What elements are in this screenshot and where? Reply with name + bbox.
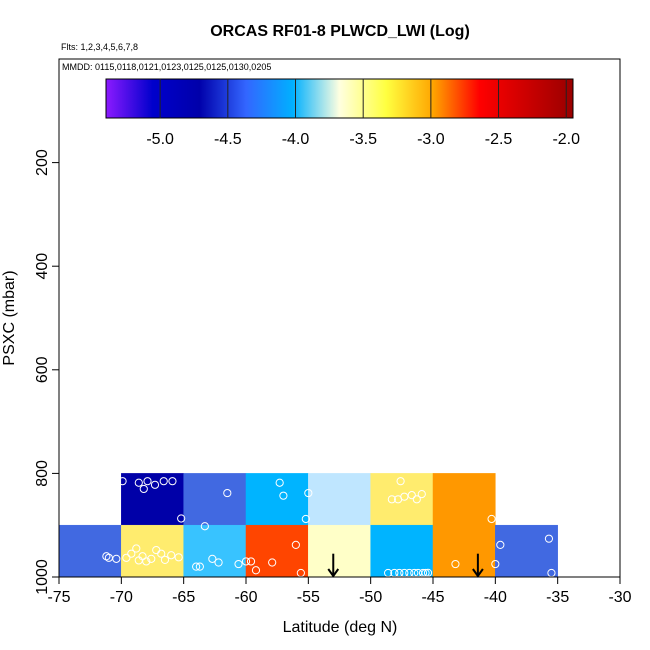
observation-point bbox=[544, 534, 554, 543]
observation-point bbox=[195, 562, 204, 571]
x-tick-label: -40 bbox=[484, 589, 507, 606]
observation-point bbox=[134, 478, 143, 487]
dates-label: MMDD: 0115,0118,0121,0123,0125,0125,0130… bbox=[62, 62, 271, 72]
heatmap-cell bbox=[183, 473, 247, 526]
observation-point bbox=[251, 566, 261, 575]
observation-point bbox=[241, 557, 251, 566]
observation-point bbox=[291, 540, 300, 549]
observation-point bbox=[304, 488, 313, 498]
chart-title: ORCAS RF01-8 PLWCD_LWI (Log) bbox=[210, 23, 470, 40]
heatmap-cell bbox=[308, 473, 371, 526]
observation-point bbox=[143, 477, 152, 486]
observation-point bbox=[387, 495, 396, 504]
observation-point bbox=[268, 558, 277, 567]
x-tick-label: -75 bbox=[47, 589, 70, 606]
observation-point bbox=[487, 514, 496, 524]
arrow-head bbox=[472, 568, 484, 578]
arrow-markers bbox=[327, 553, 484, 578]
observation-point bbox=[279, 491, 288, 500]
heatmap-cell bbox=[370, 524, 434, 578]
x-axis: -75 -70 -65 -60 -55 -50 -45 -40 -35 -30 bbox=[47, 577, 632, 606]
observation-point bbox=[223, 488, 232, 498]
colorbar-tick-label: -2.5 bbox=[485, 131, 513, 148]
observation-point bbox=[200, 522, 209, 531]
y-tick-label: 400 bbox=[34, 253, 51, 280]
observation-point bbox=[496, 540, 505, 549]
x-axis-label: Latitude (deg N) bbox=[283, 619, 398, 636]
observation-point bbox=[142, 557, 151, 566]
observation-point bbox=[177, 514, 186, 523]
heatmap-cell bbox=[495, 524, 558, 578]
observation-point bbox=[167, 551, 176, 560]
colorbar-tick-label: -2.0 bbox=[552, 131, 580, 148]
observation-point bbox=[301, 514, 310, 524]
y-tick-label: 1000 bbox=[34, 559, 51, 595]
x-tick-label: -65 bbox=[172, 589, 195, 606]
colorbar-bar bbox=[105, 78, 574, 119]
flights-label: Flts: 1,2,3,4,5,6,7,8 bbox=[61, 42, 138, 52]
observation-point bbox=[174, 553, 183, 562]
observation-point bbox=[168, 477, 177, 486]
observation-point bbox=[412, 495, 421, 504]
heatmap-cell bbox=[432, 524, 496, 578]
observation-point bbox=[118, 477, 127, 486]
observation-point bbox=[127, 549, 136, 558]
down-arrow bbox=[472, 553, 484, 578]
x-tick-label: -70 bbox=[110, 589, 133, 606]
heatmap-cell bbox=[245, 473, 309, 526]
y-tick-label: 800 bbox=[34, 460, 51, 487]
x-tick-label: -50 bbox=[359, 589, 382, 606]
observation-point bbox=[150, 480, 160, 489]
colorbar-tick-label: -4.5 bbox=[214, 131, 242, 148]
heatmap-cells bbox=[58, 473, 558, 578]
observation-point bbox=[491, 559, 500, 569]
heatmap-cell bbox=[432, 473, 496, 526]
observation-point bbox=[102, 552, 111, 561]
x-tick-label: -45 bbox=[421, 589, 444, 606]
observation-point bbox=[451, 559, 460, 569]
down-arrow bbox=[327, 553, 340, 578]
observation-point bbox=[139, 484, 148, 494]
x-tick-label: -30 bbox=[608, 589, 631, 606]
x-tick-label: -60 bbox=[234, 589, 257, 606]
arrow-head bbox=[327, 568, 340, 578]
observation-point bbox=[112, 554, 121, 563]
observation-point bbox=[160, 555, 170, 565]
heatmap-cell bbox=[308, 524, 371, 578]
observation-point bbox=[147, 554, 156, 563]
plot-frame bbox=[58, 58, 621, 578]
observation-point bbox=[157, 549, 166, 558]
observation-point bbox=[275, 478, 284, 487]
y-axis: 200 400 600 800 1000 bbox=[34, 149, 59, 595]
observation-point bbox=[400, 492, 409, 501]
colorbar-tick-label: -4.0 bbox=[282, 131, 310, 148]
x-tick-label: -35 bbox=[546, 589, 569, 606]
x-tick-label: -55 bbox=[297, 589, 320, 606]
colorbar-tick-label: -3.0 bbox=[417, 131, 445, 148]
heatmap-cell bbox=[121, 473, 184, 526]
observation-point bbox=[417, 490, 426, 499]
y-tick-label: 600 bbox=[34, 356, 51, 383]
heatmap-cell bbox=[183, 524, 247, 578]
colorbar-tick-label: -5.0 bbox=[146, 131, 174, 148]
observation-point bbox=[192, 562, 201, 571]
observation-point bbox=[407, 491, 416, 500]
observation-point bbox=[159, 477, 168, 486]
observation-point bbox=[234, 559, 243, 569]
colorbar-tick-label: -3.5 bbox=[349, 131, 377, 148]
heatmap-cell bbox=[58, 524, 122, 578]
observation-point bbox=[132, 544, 141, 553]
y-axis-label: PSXC (mbar) bbox=[1, 270, 18, 365]
heatmap-cell bbox=[245, 524, 309, 578]
colorbar: -5.0 -4.5 -4.0 -3.5 -3.0 -2.5 -2.0 bbox=[105, 78, 580, 148]
observation-point bbox=[423, 568, 433, 577]
observation-point bbox=[214, 558, 223, 567]
observation-point bbox=[122, 553, 131, 562]
observation-point bbox=[246, 557, 256, 566]
observation-point bbox=[396, 477, 405, 486]
y-tick-label: 200 bbox=[34, 149, 51, 176]
observation-point bbox=[208, 554, 217, 563]
